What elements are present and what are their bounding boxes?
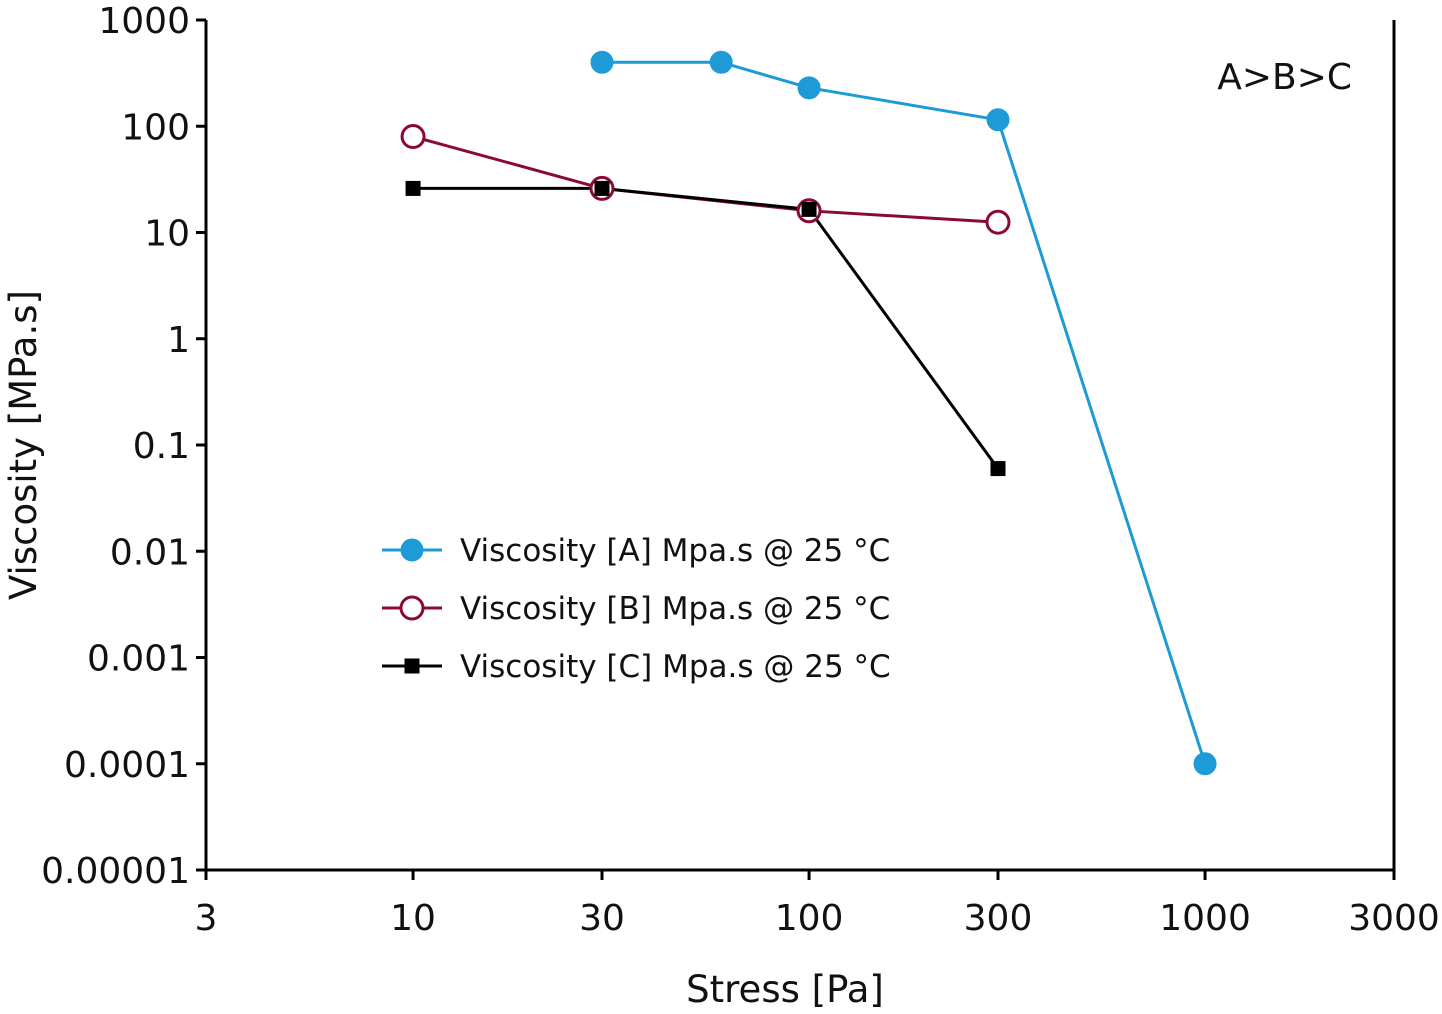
legend-swatch-marker (400, 538, 424, 562)
x-tick-label: 300 (964, 898, 1033, 939)
series-c-point (801, 201, 817, 217)
y-tick-label: 100 (121, 107, 190, 148)
legend-label: Viscosity [B] Mpa.s @ 25 °C (460, 591, 890, 627)
legend: Viscosity [A] Mpa.s @ 25 °C Viscosity [B]… (382, 533, 891, 685)
x-tick-label: 10 (390, 898, 436, 939)
y-tick-label: 0.1 (133, 426, 190, 467)
x-tick-label: 3 (195, 898, 218, 939)
series-a-point (1193, 752, 1217, 776)
y-tick-label: 0.01 (110, 532, 190, 573)
series-c-markers (405, 180, 1006, 477)
series-b-point (985, 209, 1011, 235)
y-tick-label: 0.0001 (64, 745, 190, 786)
series-c-point (594, 180, 610, 196)
series-c-point (405, 180, 421, 196)
y-tick-label: 0.001 (87, 639, 190, 680)
y-tick-label: 0.00001 (41, 851, 190, 892)
legend-item: Viscosity [C] Mpa.s @ 25 °C (382, 649, 891, 685)
y-tick-label: 1000 (98, 1, 190, 42)
legend-swatch-marker (399, 595, 425, 621)
x-axis-title: Stress [Pa] (686, 968, 884, 1011)
legend-item: Viscosity [A] Mpa.s @ 25 °C (382, 533, 890, 569)
series-a-point (709, 50, 733, 74)
series-a-point (797, 76, 821, 100)
x-tick-label: 30 (579, 898, 625, 939)
legend-label: Viscosity [C] Mpa.s @ 25 °C (460, 649, 891, 685)
ranking-annotation: A>B>C (1217, 57, 1352, 98)
x-tick-label: 1000 (1159, 898, 1251, 939)
y-tick-label: 1 (167, 320, 190, 361)
series-c-group (413, 186, 1000, 470)
tick-group: 0.00001 0.0001 0.001 0.01 0.1 1 10 100 1000 3 10 30… (41, 1, 1440, 939)
legend-item: Viscosity [B] Mpa.s @ 25 °C (382, 591, 890, 627)
series-a-point (590, 50, 614, 74)
series-b-group (412, 135, 999, 224)
series-group (400, 50, 1217, 776)
series-a-point (986, 108, 1010, 132)
series-b-line (412, 135, 999, 224)
series-c-line (413, 186, 1000, 470)
x-tick-label: 3000 (1348, 898, 1440, 939)
legend-label: Viscosity [A] Mpa.s @ 25 °C (460, 533, 890, 569)
y-axis-title: Viscosity [MPa.s] (2, 290, 45, 600)
x-tick-label: 100 (775, 898, 844, 939)
series-b-point (400, 124, 426, 150)
series-a-markers (590, 50, 1217, 776)
axes (204, 20, 1396, 872)
legend-swatch-marker (404, 658, 420, 674)
y-tick-label: 10 (144, 214, 190, 255)
series-c-point (990, 461, 1006, 477)
